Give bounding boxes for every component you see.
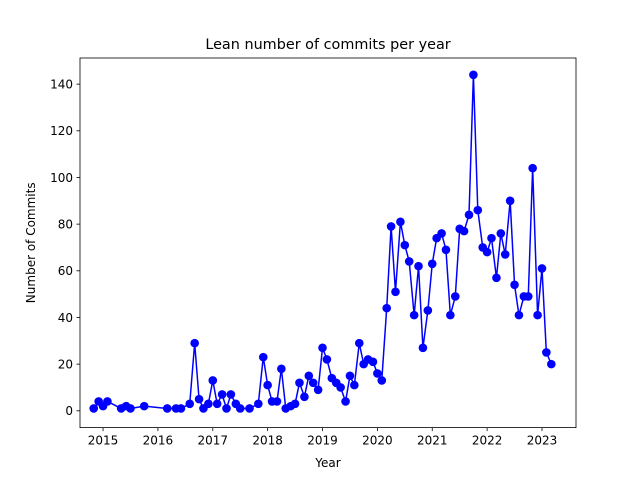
data-point bbox=[354, 338, 364, 348]
data-point bbox=[464, 210, 474, 220]
data-point bbox=[533, 310, 542, 320]
data-point bbox=[254, 399, 263, 409]
data-point bbox=[396, 217, 405, 227]
data-point bbox=[469, 70, 478, 80]
data-point bbox=[235, 404, 245, 413]
data-point bbox=[89, 404, 99, 413]
data-point bbox=[245, 404, 254, 413]
data-point bbox=[258, 352, 268, 362]
y-tick-label: 100 bbox=[50, 171, 73, 185]
data-point bbox=[263, 380, 272, 390]
data-point bbox=[322, 355, 332, 364]
data-point bbox=[226, 390, 236, 399]
data-point bbox=[204, 399, 213, 409]
data-point bbox=[194, 394, 204, 404]
data-point bbox=[350, 380, 359, 390]
data-point bbox=[496, 229, 506, 238]
x-tick-label: 2023 bbox=[527, 434, 558, 448]
data-point bbox=[272, 397, 282, 406]
data-point bbox=[217, 390, 227, 399]
data-point bbox=[382, 303, 392, 313]
y-tick-label: 40 bbox=[58, 311, 73, 325]
data-point bbox=[400, 240, 410, 250]
data-point bbox=[523, 292, 533, 301]
y-tick-label: 140 bbox=[50, 77, 73, 91]
data-series bbox=[89, 70, 556, 413]
data-point bbox=[450, 292, 460, 301]
data-point bbox=[190, 338, 199, 348]
y-tick-label: 20 bbox=[58, 357, 73, 371]
data-point bbox=[185, 399, 195, 409]
data-point bbox=[103, 397, 112, 406]
x-tick-label: 2016 bbox=[143, 434, 174, 448]
data-point bbox=[126, 404, 135, 413]
data-point bbox=[487, 233, 496, 243]
data-point bbox=[537, 264, 547, 273]
y-tick-label: 120 bbox=[50, 124, 73, 138]
data-point bbox=[542, 348, 551, 357]
data-point bbox=[404, 257, 414, 266]
data-point bbox=[300, 392, 309, 402]
data-point bbox=[514, 310, 524, 320]
data-point bbox=[409, 310, 419, 320]
data-point bbox=[345, 371, 355, 381]
data-point bbox=[441, 245, 451, 255]
data-point bbox=[308, 378, 318, 388]
data-point bbox=[373, 369, 382, 378]
plot-frame bbox=[79, 57, 577, 429]
y-tick-label: 60 bbox=[58, 264, 73, 278]
data-point bbox=[492, 273, 501, 283]
data-point bbox=[212, 399, 222, 409]
data-point bbox=[295, 378, 304, 388]
data-point bbox=[162, 404, 172, 413]
x-axis-label: Year bbox=[314, 456, 340, 470]
data-point bbox=[313, 385, 323, 395]
data-point bbox=[176, 404, 186, 413]
data-point bbox=[386, 222, 396, 231]
chart-title: Lean number of commits per year bbox=[205, 37, 450, 53]
y-tick-label: 80 bbox=[58, 217, 73, 231]
data-point bbox=[414, 261, 423, 271]
x-tick-label: 2017 bbox=[198, 434, 229, 448]
data-point bbox=[547, 359, 556, 369]
x-tick-label: 2022 bbox=[472, 434, 503, 448]
y-tick-label: 0 bbox=[65, 404, 73, 418]
y-axis-label: Number of Commits bbox=[24, 182, 38, 303]
data-point bbox=[290, 399, 300, 409]
data-point bbox=[505, 196, 515, 206]
data-point bbox=[304, 371, 314, 381]
data-point bbox=[208, 376, 218, 385]
data-point bbox=[368, 357, 378, 367]
data-point bbox=[510, 280, 519, 290]
data-point bbox=[341, 397, 350, 406]
data-point bbox=[473, 205, 483, 215]
data-point bbox=[459, 226, 469, 236]
x-tick-label: 2019 bbox=[307, 434, 338, 448]
data-point bbox=[139, 401, 149, 411]
x-tick-label: 2015 bbox=[88, 434, 119, 448]
data-point bbox=[391, 287, 400, 297]
data-point bbox=[500, 250, 510, 259]
x-tick-label: 2021 bbox=[417, 434, 448, 448]
data-point bbox=[423, 306, 433, 315]
data-point bbox=[418, 343, 428, 353]
data-point bbox=[482, 247, 492, 257]
data-point bbox=[446, 310, 455, 320]
data-point bbox=[336, 383, 345, 392]
data-point bbox=[377, 376, 387, 385]
data-point bbox=[222, 404, 231, 413]
data-point bbox=[528, 163, 537, 173]
data-point bbox=[437, 229, 446, 238]
data-point bbox=[318, 343, 327, 353]
x-tick-label: 2020 bbox=[362, 434, 393, 448]
axis-ticks: 2015 2016 2017 2018 2019 2020 2021 2022 2023 0 20 4… bbox=[50, 77, 557, 447]
data-point bbox=[277, 364, 286, 374]
x-tick-label: 2018 bbox=[252, 434, 283, 448]
data-point bbox=[427, 259, 437, 269]
